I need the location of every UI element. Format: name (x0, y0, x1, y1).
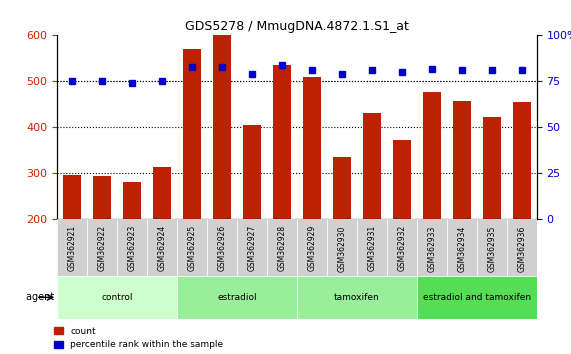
Text: estradiol and tamoxifen: estradiol and tamoxifen (423, 293, 531, 302)
Bar (93, 176, 111, 219)
Text: GSM362935: GSM362935 (487, 225, 496, 272)
Text: GSM362930: GSM362930 (337, 225, 347, 272)
Bar (333, 157, 351, 219)
Text: GSM362925: GSM362925 (187, 225, 196, 272)
Text: GSM362936: GSM362936 (517, 225, 526, 272)
Title: GDS5278 / MmugDNA.4872.1.S1_at: GDS5278 / MmugDNA.4872.1.S1_at (185, 20, 409, 33)
FancyBboxPatch shape (237, 219, 267, 276)
Bar (363, 113, 381, 219)
FancyBboxPatch shape (297, 276, 417, 319)
FancyBboxPatch shape (417, 276, 537, 319)
Text: GSM362933: GSM362933 (427, 225, 436, 272)
Bar (243, 125, 261, 219)
Text: GSM362928: GSM362928 (278, 225, 287, 271)
FancyBboxPatch shape (117, 219, 147, 276)
Bar (273, 65, 291, 219)
Bar (513, 102, 531, 219)
Text: GSM362921: GSM362921 (67, 225, 77, 271)
FancyBboxPatch shape (417, 219, 447, 276)
FancyBboxPatch shape (207, 219, 237, 276)
Text: tamoxifen: tamoxifen (334, 293, 380, 302)
FancyBboxPatch shape (297, 219, 327, 276)
FancyBboxPatch shape (177, 276, 297, 319)
Text: estradiol: estradiol (217, 293, 257, 302)
Text: control: control (101, 293, 133, 302)
Bar (123, 182, 141, 219)
Bar (482, 117, 501, 219)
FancyBboxPatch shape (327, 219, 357, 276)
Text: GSM362924: GSM362924 (158, 225, 167, 272)
FancyBboxPatch shape (357, 219, 387, 276)
FancyBboxPatch shape (267, 219, 297, 276)
FancyBboxPatch shape (57, 219, 87, 276)
FancyBboxPatch shape (147, 219, 177, 276)
Text: GSM362934: GSM362934 (457, 225, 467, 272)
Bar (153, 166, 171, 219)
FancyBboxPatch shape (87, 219, 117, 276)
Legend: count, percentile rank within the sample: count, percentile rank within the sample (50, 323, 227, 353)
Text: GSM362931: GSM362931 (367, 225, 376, 272)
Bar (183, 49, 201, 219)
Text: GSM362923: GSM362923 (127, 225, 136, 272)
Text: GSM362926: GSM362926 (218, 225, 227, 272)
Bar (393, 140, 411, 219)
FancyBboxPatch shape (477, 219, 507, 276)
Bar (453, 101, 471, 219)
Text: GSM362927: GSM362927 (247, 225, 256, 272)
Bar (423, 92, 441, 219)
Bar (213, 35, 231, 219)
FancyBboxPatch shape (57, 276, 177, 319)
Text: GSM362929: GSM362929 (307, 225, 316, 272)
FancyBboxPatch shape (507, 219, 537, 276)
FancyBboxPatch shape (177, 219, 207, 276)
FancyBboxPatch shape (447, 219, 477, 276)
Bar (303, 77, 321, 219)
Bar (63, 175, 81, 219)
Text: GSM362922: GSM362922 (98, 225, 107, 271)
FancyBboxPatch shape (387, 219, 417, 276)
Text: GSM362932: GSM362932 (397, 225, 407, 272)
Text: agent: agent (26, 292, 57, 302)
